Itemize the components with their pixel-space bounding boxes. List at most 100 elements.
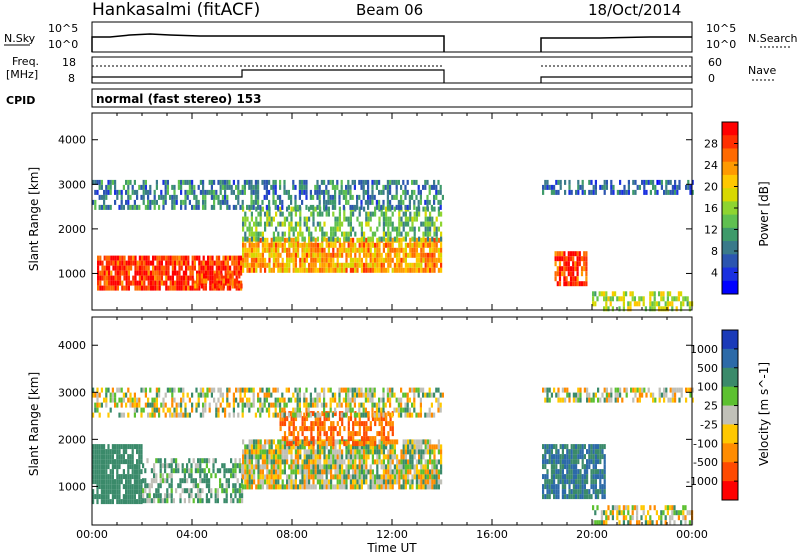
noise-right-label: N.Search <box>748 32 798 45</box>
velocity-echo-cell <box>268 449 271 455</box>
velocity-echo-cell <box>682 515 685 521</box>
velocity-echo-cell <box>579 469 582 475</box>
velocity-echo-cell <box>136 469 139 475</box>
velocity-echo-cell <box>266 474 269 480</box>
velocity-echo-cell <box>234 493 237 499</box>
velocity-echo-cell <box>345 387 348 393</box>
power-echo-cell <box>240 255 243 261</box>
velocity-echo-cell <box>564 484 567 490</box>
power-colorbar-tick-label: 12 <box>704 224 718 237</box>
power-echo-cell <box>433 206 436 212</box>
velocity-echo-cell <box>354 484 357 490</box>
velocity-echo-cell <box>325 402 328 408</box>
velocity-echo-cell <box>92 494 95 500</box>
velocity-echo-cell <box>170 483 173 489</box>
velocity-echo-cell <box>149 412 152 418</box>
power-colorbar-swatch <box>722 254 738 269</box>
power-echo-cell <box>277 267 280 273</box>
power-echo-cell <box>163 255 166 261</box>
power-echo-cell <box>583 251 586 257</box>
velocity-echo-cell <box>688 510 691 516</box>
velocity-echo-cell <box>327 441 331 447</box>
power-echo-cell <box>310 257 313 263</box>
velocity-echo-cell <box>345 392 348 398</box>
power-echo-cell <box>297 267 300 273</box>
velocity-echo-cell <box>261 449 264 455</box>
velocity-echo-cell <box>411 464 414 470</box>
velocity-echo-cell <box>159 468 162 474</box>
velocity-echo-cell <box>330 431 333 437</box>
velocity-echo-cell <box>338 449 341 455</box>
power-echo-cell <box>286 252 289 258</box>
power-echo-cell <box>610 184 613 190</box>
velocity-echo-cell <box>323 464 326 470</box>
power-echo-cell <box>435 216 438 222</box>
power-echo-cell <box>178 265 181 271</box>
power-echo-cell <box>363 206 366 212</box>
power-echo-cell <box>266 211 269 217</box>
velocity-echo-cell <box>430 412 433 418</box>
power-echo-cell <box>318 199 321 205</box>
power-echo-cell <box>292 257 295 263</box>
velocity-echo-cell <box>594 484 597 490</box>
power-echo-cell <box>420 252 423 258</box>
power-echo-cell <box>298 204 301 210</box>
velocity-echo-cell <box>380 439 383 445</box>
power-echo-cell <box>310 247 313 253</box>
velocity-echo-cell <box>111 484 114 490</box>
velocity-echo-cell <box>378 439 381 445</box>
velocity-echo-cell <box>310 484 313 490</box>
velocity-echo-cell <box>314 387 317 393</box>
velocity-echo-cell <box>208 478 211 484</box>
power-echo-cell <box>554 261 557 267</box>
power-echo-cell <box>97 260 100 266</box>
power-echo-cell <box>629 291 632 297</box>
velocity-echo-cell <box>575 489 578 495</box>
power-echo-cell <box>290 237 293 243</box>
velocity-echo-cell <box>435 484 438 490</box>
power-echo-cell <box>440 247 443 253</box>
power-echo-cell <box>290 194 293 200</box>
velocity-echo-cell <box>577 449 580 455</box>
velocity-echo-cell <box>375 407 378 413</box>
velocity-echo-cell <box>389 416 392 422</box>
velocity-echo-cell <box>138 469 141 475</box>
power-echo-cell <box>105 204 108 210</box>
velocity-echo-cell <box>186 392 189 398</box>
velocity-echo-cell <box>179 478 182 484</box>
power-echo-cell <box>177 184 180 190</box>
power-echo-cell <box>101 265 104 271</box>
velocity-echo-cell <box>577 387 580 393</box>
velocity-echo-cell <box>250 459 253 465</box>
power-echo-cell <box>375 184 378 190</box>
power-echo-cell <box>156 255 159 261</box>
velocity-echo-cell <box>138 459 141 465</box>
velocity-echo-cell <box>183 498 186 504</box>
velocity-echo-cell <box>268 412 271 418</box>
power-echo-cell <box>119 255 122 261</box>
power-echo-cell <box>343 262 346 268</box>
power-echo-cell <box>147 260 150 266</box>
velocity-echo-cell <box>360 412 363 418</box>
velocity-echo-cell <box>548 459 551 465</box>
velocity-echo-cell <box>125 499 128 505</box>
noise-left-label: N.Sky <box>4 32 36 45</box>
power-echo-cell <box>290 216 293 222</box>
power-echo-cell <box>99 255 102 261</box>
velocity-echo-cell <box>153 468 156 474</box>
power-echo-cell <box>426 242 429 248</box>
velocity-echo-cell <box>418 469 421 475</box>
velocity-echo-cell <box>367 444 370 450</box>
power-echo-cell <box>349 237 352 243</box>
power-echo-cell <box>275 242 278 248</box>
power-echo-cell <box>429 226 432 232</box>
velocity-echo-cell <box>272 439 275 445</box>
velocity-echo-cell <box>402 454 405 460</box>
velocity-echo-cell <box>223 488 226 494</box>
velocity-echo-cell <box>292 484 295 490</box>
power-echo-cell <box>241 199 244 205</box>
velocity-echo-cell <box>215 412 218 418</box>
power-echo-cell <box>347 184 350 190</box>
velocity-echo-cell <box>375 412 378 418</box>
velocity-colorbar-swatch <box>722 348 738 369</box>
